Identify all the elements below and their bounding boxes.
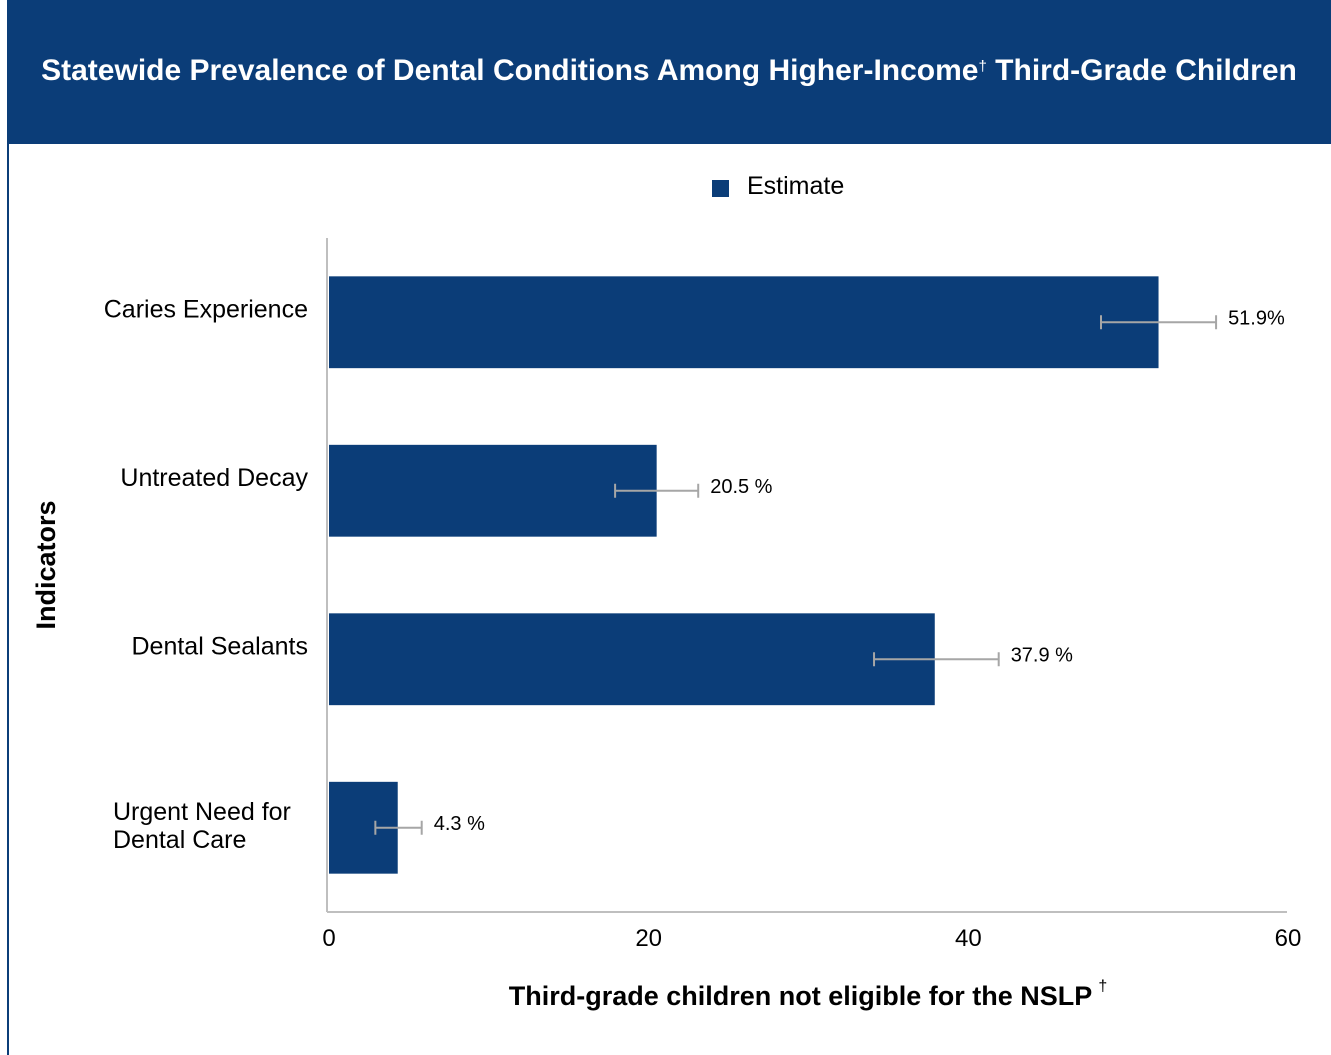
- data-label: 37.9 %: [1011, 644, 1073, 666]
- y-axis-title: Indicators: [31, 500, 61, 629]
- bars-group: [329, 276, 1159, 874]
- title-text: Statewide Prevalence of Dental Condition…: [41, 54, 979, 87]
- legend-swatch: [712, 180, 729, 197]
- x-tick-label: 0: [322, 925, 335, 952]
- x-axis-title-dagger: †: [1098, 978, 1107, 995]
- x-tick-label: 60: [1275, 925, 1302, 952]
- category-label: Untreated Decay: [120, 464, 308, 492]
- axes-group: [326, 238, 1287, 913]
- category-labels-group: Caries Experience Untreated Decay Dental S…: [104, 295, 309, 854]
- chart-frame: [7, 0, 1331, 1055]
- error-bars-group: [374, 315, 1218, 835]
- x-axis-title: Third-grade children not eligible for th…: [509, 978, 1107, 1011]
- error-bar: [1099, 315, 1218, 330]
- error-bar: [374, 820, 423, 835]
- data-labels-group: 51.9% 20.5 % 37.9 % 4.3 %: [434, 307, 1285, 835]
- error-bar: [873, 652, 1000, 667]
- category-label: Urgent Need for Dental Care: [113, 798, 291, 854]
- category-label-line: Urgent Need for: [113, 798, 291, 826]
- category-label: Caries Experience: [104, 295, 308, 323]
- bar: [329, 613, 935, 706]
- header-banner: Statewide Prevalence of Dental Condition…: [7, 0, 1331, 144]
- data-label: 51.9%: [1228, 307, 1285, 329]
- x-tick-label: 40: [955, 925, 982, 952]
- bar: [329, 276, 1159, 369]
- bar: [329, 444, 657, 537]
- legend: Estimate: [712, 172, 844, 200]
- data-label: 20.5 %: [710, 476, 772, 498]
- data-label: 4.3 %: [434, 813, 485, 835]
- x-axis-title-text: Third-grade children not eligible for th…: [509, 981, 1093, 1011]
- category-label: Dental Sealants: [131, 632, 308, 660]
- error-bar: [614, 483, 700, 498]
- legend-label: Estimate: [747, 172, 844, 200]
- title-text-end: Third-Grade Children: [986, 54, 1297, 87]
- title-dagger: †: [978, 58, 987, 75]
- category-label-line: Dental Care: [113, 826, 246, 854]
- x-tick-labels-group: 0 20 40 60: [322, 925, 1301, 952]
- chart-title: Statewide Prevalence of Dental Condition…: [41, 49, 1297, 93]
- x-tick-label: 20: [635, 925, 662, 952]
